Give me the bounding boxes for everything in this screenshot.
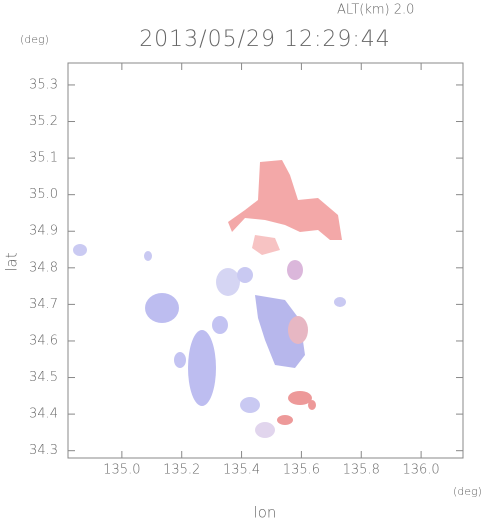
- x-tick-label: 135.4: [223, 463, 260, 478]
- y-tick-label: 34.6: [29, 333, 58, 348]
- x-tick-label: 135.8: [343, 463, 380, 478]
- x-tick-label: 135.0: [103, 463, 140, 478]
- y-axis-label: lat: [3, 252, 21, 271]
- y-tick-label: 34.8: [29, 260, 58, 275]
- echo-mixed: [255, 422, 275, 438]
- y-unit: (deg): [20, 33, 49, 46]
- y-tick-label: 34.3: [29, 443, 58, 458]
- echo-negative: [237, 267, 253, 283]
- chart-title: 2013/05/29 12:29:44: [139, 27, 391, 52]
- echo-negative: [174, 352, 186, 368]
- echo-mixed: [287, 260, 303, 280]
- y-tick-label: 34.9: [29, 224, 58, 239]
- echo-field: [73, 160, 346, 438]
- echo-positive: [288, 391, 312, 405]
- y-tick-label: 35.1: [29, 151, 58, 166]
- echo-negative: [144, 251, 152, 261]
- y-tick-label: 34.4: [29, 407, 58, 422]
- echo-positive: [277, 415, 293, 425]
- echo-mixed: [288, 316, 308, 344]
- echo-negative: [212, 316, 228, 334]
- echo-negative: [334, 297, 346, 307]
- echo-negative: [216, 268, 240, 296]
- y-tick-label: 35.2: [29, 114, 58, 129]
- x-tick-label: 135.2: [163, 463, 200, 478]
- x-tick-label: 135.6: [283, 463, 320, 478]
- plot-frame: [67, 62, 464, 459]
- echo-negative: [73, 244, 87, 256]
- y-tick-label: 35.0: [29, 187, 58, 202]
- echo-negative: [255, 295, 305, 368]
- annotation: ALT(km) 2.0: [337, 3, 414, 18]
- x-unit: (deg): [453, 485, 482, 498]
- x-tick-label: 136.0: [402, 463, 439, 478]
- y-tick-label: 34.5: [29, 370, 58, 385]
- y-tick-label: 35.3: [29, 77, 58, 92]
- x-axis-label: lon: [254, 504, 277, 521]
- y-tick-label: 34.7: [29, 297, 58, 312]
- echo-positive: [308, 400, 316, 410]
- echo-positive: [252, 235, 280, 255]
- echo-negative: [188, 330, 216, 406]
- echo-negative: [145, 293, 179, 323]
- echo-negative: [240, 397, 260, 413]
- echo-positive: [228, 160, 342, 240]
